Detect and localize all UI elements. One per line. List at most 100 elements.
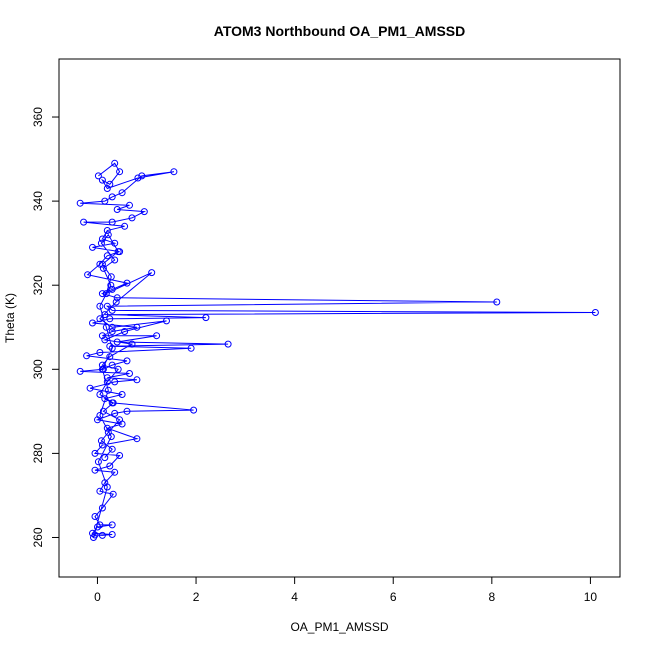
data-point bbox=[123, 279, 131, 287]
data-point bbox=[140, 208, 148, 216]
data-point bbox=[103, 227, 111, 234]
data-point bbox=[76, 199, 84, 207]
data-point bbox=[108, 361, 116, 369]
data-point bbox=[103, 185, 111, 192]
data-point bbox=[111, 159, 119, 167]
data-point bbox=[98, 365, 106, 373]
data-point bbox=[114, 248, 122, 256]
data-point bbox=[123, 357, 131, 365]
data-point bbox=[76, 367, 84, 375]
data-point bbox=[108, 445, 116, 453]
data-point bbox=[133, 435, 141, 443]
series-path bbox=[80, 162, 596, 538]
data-point bbox=[113, 294, 121, 302]
data-point bbox=[91, 449, 99, 457]
data-point bbox=[187, 344, 195, 352]
data-point bbox=[111, 239, 119, 247]
data-point bbox=[106, 353, 114, 361]
data-point bbox=[113, 338, 121, 346]
data-point bbox=[153, 332, 161, 340]
data-point bbox=[94, 172, 102, 180]
y-tick-label: 300 bbox=[31, 359, 45, 379]
y-axis: 260 280 300 320 340 360 bbox=[31, 107, 59, 547]
data-point bbox=[133, 376, 141, 384]
data-point bbox=[108, 306, 116, 314]
data-point bbox=[126, 370, 133, 377]
data-point bbox=[90, 534, 97, 541]
x-tick-label: 0 bbox=[94, 590, 101, 604]
data-point bbox=[99, 407, 107, 415]
y-tick-label: 280 bbox=[31, 443, 45, 463]
data-point bbox=[108, 323, 116, 331]
y-tick-label: 340 bbox=[31, 191, 45, 211]
y-axis-label: Theta (K) bbox=[3, 293, 17, 343]
data-point bbox=[96, 412, 104, 419]
data-point bbox=[96, 487, 104, 495]
data-point bbox=[94, 523, 101, 531]
data-point bbox=[103, 424, 111, 432]
data-point bbox=[97, 239, 105, 247]
data-point bbox=[108, 193, 116, 201]
data-point bbox=[101, 395, 109, 403]
data-point bbox=[108, 328, 116, 335]
y-tick-label: 360 bbox=[31, 107, 45, 127]
data-point bbox=[98, 235, 106, 243]
data-point bbox=[101, 197, 109, 205]
data-point bbox=[224, 340, 232, 348]
data-point bbox=[108, 218, 116, 226]
data-point bbox=[104, 428, 112, 436]
chart-title: ATOM3 Northbound OA_PM1_AMSSD bbox=[214, 23, 466, 39]
data-point bbox=[111, 378, 119, 386]
data-point bbox=[97, 437, 105, 445]
data-point bbox=[114, 365, 122, 373]
data-point bbox=[103, 483, 111, 491]
data-point bbox=[89, 243, 96, 251]
data-point bbox=[101, 454, 109, 462]
data-point bbox=[96, 349, 104, 356]
data-point bbox=[107, 273, 115, 281]
data-point bbox=[170, 168, 178, 176]
data-point bbox=[118, 189, 126, 197]
data-point bbox=[101, 311, 109, 319]
data-point bbox=[99, 264, 107, 272]
x-tick-label: 8 bbox=[488, 590, 495, 604]
data-point bbox=[134, 174, 142, 182]
data-point bbox=[190, 406, 198, 414]
data-point bbox=[116, 416, 124, 424]
x-tick-label: 4 bbox=[291, 590, 298, 604]
data-point bbox=[128, 214, 136, 222]
data-point bbox=[163, 317, 170, 325]
data-point bbox=[106, 462, 114, 470]
data-point bbox=[103, 252, 111, 260]
data-point bbox=[94, 458, 102, 466]
data-point bbox=[98, 176, 106, 184]
data-point bbox=[98, 531, 106, 539]
data-point bbox=[104, 386, 112, 394]
data-point bbox=[86, 384, 94, 392]
data-point bbox=[96, 315, 104, 323]
plot-frame bbox=[58, 58, 621, 578]
data-point bbox=[591, 309, 599, 316]
data-point bbox=[84, 271, 92, 279]
data-point bbox=[111, 409, 119, 417]
x-tick-label: 6 bbox=[390, 590, 397, 604]
data-point bbox=[138, 172, 146, 180]
data-point bbox=[112, 298, 120, 306]
x-axis: 0 2 4 6 8 10 bbox=[94, 577, 597, 604]
x-tick-label: 10 bbox=[584, 590, 598, 604]
data-point bbox=[98, 504, 106, 512]
data-point bbox=[101, 336, 109, 344]
x-axis-label: OA_PM1_AMSSD bbox=[290, 620, 388, 634]
data-point bbox=[121, 222, 129, 230]
data-point bbox=[126, 201, 133, 209]
series-markers bbox=[76, 159, 599, 541]
data-point bbox=[104, 231, 112, 239]
data-point bbox=[108, 531, 116, 538]
data-point bbox=[102, 290, 110, 298]
y-tick-label: 260 bbox=[31, 527, 45, 547]
data-point bbox=[96, 302, 104, 310]
data-point bbox=[111, 468, 119, 476]
data-point bbox=[108, 344, 116, 352]
data-point bbox=[128, 340, 136, 348]
